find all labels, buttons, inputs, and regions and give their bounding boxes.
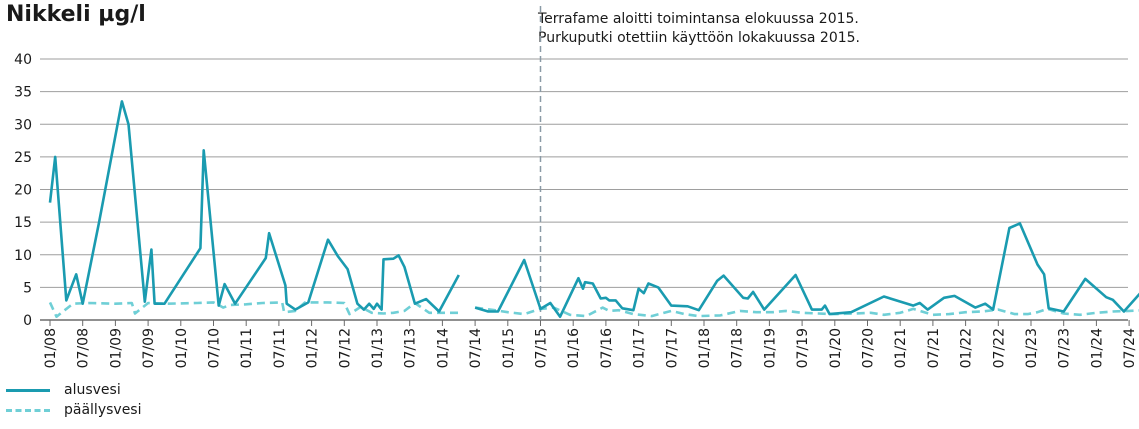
legend: alusvesi päällysvesi bbox=[6, 380, 142, 420]
x-tick-label: 01/17 bbox=[632, 328, 648, 368]
legend-label-paallysvesi: päällysvesi bbox=[64, 402, 142, 418]
x-tick-label: 01/14 bbox=[435, 328, 451, 368]
y-tick-label: 25 bbox=[14, 150, 32, 166]
y-tick-label: 10 bbox=[14, 248, 32, 264]
x-tick-label: 07/09 bbox=[141, 328, 157, 368]
y-axis: 0 5 10 15 20 25 30 35 40 bbox=[14, 52, 32, 329]
x-tick-label: 01/13 bbox=[370, 328, 386, 368]
legend-label-alusvesi: alusvesi bbox=[64, 382, 121, 398]
x-tick-label: 07/08 bbox=[76, 328, 92, 368]
x-tick-label: 01/19 bbox=[762, 328, 778, 368]
x-tick-label: 07/14 bbox=[468, 328, 484, 368]
x-axis: 01/08 07/08 01/09 07/09 01/10 07/10 01/11 07/11… bbox=[43, 320, 1138, 368]
x-tick-label: 07/19 bbox=[795, 328, 811, 368]
x-tick-label: 01/15 bbox=[501, 328, 517, 368]
series-lines bbox=[48, 100, 1139, 318]
x-tick-label: 07/15 bbox=[534, 328, 550, 368]
x-tick-label: 07/20 bbox=[861, 328, 877, 368]
x-tick-label: 01/20 bbox=[828, 328, 844, 368]
legend-item-paallysvesi: päällysvesi bbox=[6, 400, 142, 420]
x-tick-label: 01/10 bbox=[174, 328, 190, 368]
x-tick-label: 07/16 bbox=[599, 328, 615, 368]
x-tick-label: 01/16 bbox=[566, 328, 582, 368]
series-line-alusvesi bbox=[474, 222, 1139, 318]
y-tick-label: 20 bbox=[14, 183, 32, 199]
legend-swatch-dashed bbox=[6, 408, 50, 412]
x-tick-label: 01/09 bbox=[108, 328, 124, 368]
x-tick-label: 01/08 bbox=[43, 328, 59, 368]
series-line-paallysvesi bbox=[474, 306, 1139, 318]
annotation-line-2: Purkuputki otettiin käyttöön lokakuussa … bbox=[538, 30, 860, 46]
x-tick-label: 01/11 bbox=[239, 328, 255, 368]
y-tick-label: 0 bbox=[23, 313, 32, 329]
x-tick-label: 07/23 bbox=[1057, 328, 1073, 368]
x-tick-label: 07/10 bbox=[207, 328, 223, 368]
series-line-paallysvesi bbox=[48, 301, 459, 318]
x-tick-label: 01/22 bbox=[959, 328, 975, 368]
x-tick-label: 07/13 bbox=[403, 328, 419, 368]
x-tick-label: 07/17 bbox=[664, 328, 680, 368]
x-tick-label: 01/12 bbox=[305, 328, 321, 368]
x-tick-label: 01/24 bbox=[1089, 328, 1105, 368]
x-tick-label: 01/23 bbox=[1024, 328, 1040, 368]
y-tick-label: 40 bbox=[14, 52, 32, 68]
annotation-line-1: Terrafame aloitti toimintansa elokuussa … bbox=[538, 11, 859, 27]
x-tick-label: 07/12 bbox=[337, 328, 353, 368]
y-tick-label: 5 bbox=[23, 280, 32, 296]
x-tick-label: 07/21 bbox=[926, 328, 942, 368]
y-tick-label: 15 bbox=[14, 215, 32, 231]
x-tick-label: 07/24 bbox=[1122, 328, 1138, 368]
chart-title: Nikkeli µg/l bbox=[6, 2, 146, 27]
x-tick-label: 07/11 bbox=[272, 328, 288, 368]
chart-annotation: Terrafame aloitti toimintansa elokuussa … bbox=[538, 10, 860, 48]
y-tick-label: 30 bbox=[14, 117, 32, 133]
x-tick-label: 01/21 bbox=[893, 328, 909, 368]
gridlines bbox=[40, 58, 1128, 321]
x-tick-label: 07/22 bbox=[991, 328, 1007, 368]
y-tick-label: 35 bbox=[14, 85, 32, 101]
x-tick-label: 07/18 bbox=[730, 328, 746, 368]
x-tick-label: 01/18 bbox=[697, 328, 713, 368]
series-line-alusvesi bbox=[48, 100, 460, 313]
legend-item-alusvesi: alusvesi bbox=[6, 380, 142, 400]
legend-swatch-solid bbox=[6, 388, 50, 392]
